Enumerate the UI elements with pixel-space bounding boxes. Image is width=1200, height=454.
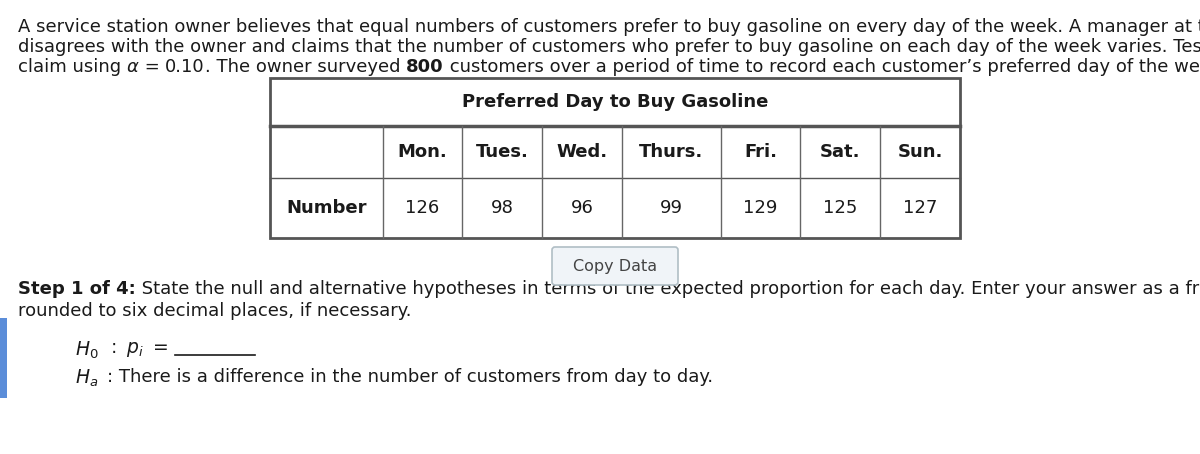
Text: 129: 129 [743, 199, 778, 217]
Text: Mon.: Mon. [397, 143, 448, 161]
Text: Sat.: Sat. [820, 143, 860, 161]
Text: Copy Data: Copy Data [572, 258, 658, 273]
Text: rounded to six decimal places, if necessary.: rounded to six decimal places, if necess… [18, 302, 412, 320]
Text: 125: 125 [823, 199, 858, 217]
Bar [270, 78, 960, 238]
Text: A service station owner believes that equal numbers of customers prefer to buy g: A service station owner believes that eq… [18, 18, 1200, 36]
Text: α: α [127, 58, 139, 76]
Text: disagrees with the owner and claims that the number of customers who prefer to b: disagrees with the owner and claims that… [18, 38, 1200, 56]
Text: $H_a$: $H_a$ [74, 368, 98, 389]
Text: =: = [139, 58, 166, 76]
Text: claim using: claim using [18, 58, 127, 76]
Text: Thurs.: Thurs. [640, 143, 703, 161]
Text: 0.10: 0.10 [166, 58, 205, 76]
Text: Step 1 of 4:: Step 1 of 4: [18, 280, 136, 298]
Bar [0, 318, 7, 398]
FancyBboxPatch shape [552, 247, 678, 285]
Text: Fri.: Fri. [744, 143, 778, 161]
Text: 96: 96 [571, 199, 594, 217]
Text: 98: 98 [491, 199, 514, 217]
Text: 126: 126 [406, 199, 439, 217]
Text: Wed.: Wed. [557, 143, 607, 161]
Text: $H_0$: $H_0$ [74, 340, 98, 361]
Text: . The owner surveyed: . The owner surveyed [205, 58, 406, 76]
Text: Sun.: Sun. [898, 143, 943, 161]
Text: 800: 800 [406, 58, 444, 76]
Text: Number: Number [286, 199, 366, 217]
Text: $:\ p_i\ =$: $:\ p_i\ =$ [107, 340, 168, 359]
Text: customers over a period of time to record each customer’s preferred day of the w: customers over a period of time to recor… [444, 58, 1200, 76]
Text: : There is a difference in the number of customers from day to day.: : There is a difference in the number of… [107, 368, 713, 386]
Text: 99: 99 [660, 199, 683, 217]
Text: State the null and alternative hypotheses in terms of the expected proportion fo: State the null and alternative hypothese… [136, 280, 1200, 298]
Text: 127: 127 [902, 199, 937, 217]
Text: Tues.: Tues. [476, 143, 529, 161]
Text: Preferred Day to Buy Gasoline: Preferred Day to Buy Gasoline [462, 93, 768, 111]
